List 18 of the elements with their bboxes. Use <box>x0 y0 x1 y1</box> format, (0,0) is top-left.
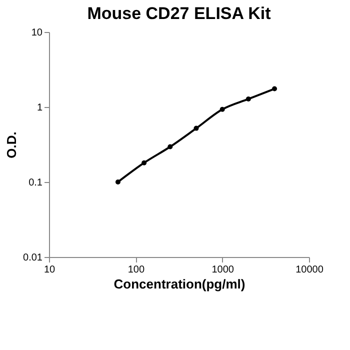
x-tick-label: 100 <box>128 264 145 276</box>
point <box>272 86 278 92</box>
y-tick-label: 0.1 <box>28 178 43 188</box>
x-tick-label: 10000 <box>296 264 324 276</box>
chart-title: Mouse CD27 ELISA Kit <box>87 4 272 23</box>
y-tick-label: 1 <box>36 102 43 114</box>
x-tick-label: 10 <box>44 264 56 276</box>
point <box>194 126 199 131</box>
point <box>220 106 225 112</box>
y-axis-title: O.D. <box>4 132 20 158</box>
y-tick-label: 10 <box>31 28 43 38</box>
x-tick-label: 1000 <box>212 264 234 276</box>
point <box>115 180 120 184</box>
point <box>246 96 251 102</box>
point <box>142 160 147 166</box>
x-axis-title: Concentration(pg/ml) <box>114 276 246 292</box>
point <box>168 144 173 150</box>
y-tick-label: 0.01 <box>23 252 43 264</box>
